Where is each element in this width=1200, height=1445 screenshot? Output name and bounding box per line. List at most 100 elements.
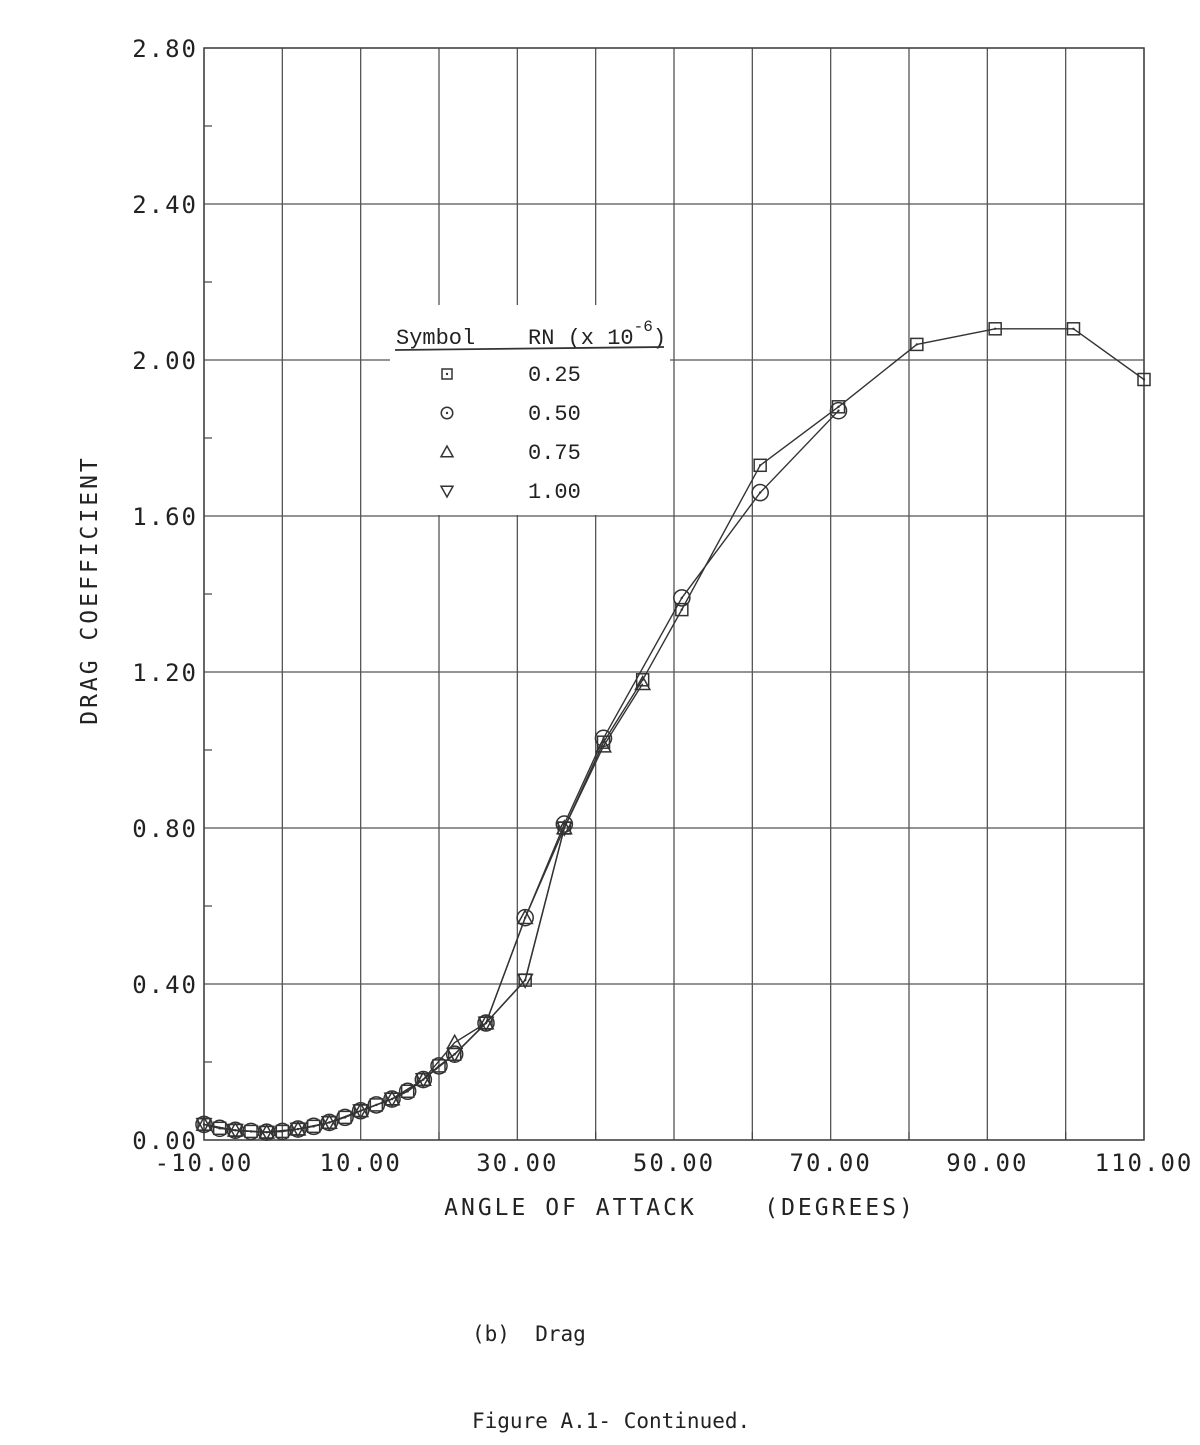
data-point-circle-dot (390, 1097, 394, 1101)
data-point-circle-dot (680, 596, 684, 600)
drag-coefficient-chart: -10.00 10.00 30.00 50.00 70.00 90.00 110.00 0.0… (77, 35, 1191, 1221)
data-point-circle-dot (249, 1130, 253, 1133)
data-point-triangle-down (195, 1117, 213, 1134)
data-point-circle-dot (281, 1130, 284, 1133)
data-point-square-dot (993, 327, 997, 330)
data-point-square-dot (602, 741, 605, 744)
data-point-circle-dot (422, 1078, 425, 1081)
data-point-triangle-down (555, 821, 573, 837)
data-point-square-dot (680, 608, 684, 611)
data-point-square (910, 337, 924, 352)
data-point-triangle-down (320, 1115, 338, 1132)
y-tick-label: 2.00 (132, 347, 198, 375)
legend-header-rn-exponent: -6 (634, 318, 653, 336)
legend-marker-circle (440, 406, 454, 420)
data-point-circle (829, 401, 848, 420)
marker-layer (195, 322, 1151, 1141)
legend-marker-square-dot (445, 372, 449, 376)
data-point-triangle-up (595, 737, 612, 753)
data-point-circle (751, 483, 769, 502)
x-tick-label: 10.00 (320, 1149, 402, 1177)
data-point-square (988, 322, 1002, 336)
x-tick-label: -10.00 (155, 1149, 254, 1177)
legend-header-rn: RN (x 10-6) (528, 318, 666, 351)
legend-header-symbol: Symbol (396, 326, 475, 351)
series-line-triangle-down (203, 827, 565, 1133)
data-point-triangle-up (516, 908, 534, 925)
series-line-circle (203, 410, 840, 1133)
data-point-square-dot (641, 678, 644, 681)
plot-frame (203, 47, 1145, 1141)
data-point-circle-dot (758, 491, 762, 494)
y-tick-label: 0.80 (132, 815, 198, 843)
data-point-circle-dot (343, 1116, 347, 1119)
data-point-circle-dot (296, 1127, 300, 1131)
y-tick-label: 0.40 (132, 971, 198, 999)
legend-label: 0.25 (528, 363, 581, 388)
data-point-circle-dot (312, 1125, 315, 1128)
data-point-square-dot (1072, 327, 1075, 330)
legend-label: 0.75 (528, 441, 581, 466)
data-point-circle-dot (265, 1131, 268, 1134)
y-tick-label: 0.00 (132, 1127, 198, 1155)
x-tick-label: 50.00 (633, 1149, 715, 1177)
x-tick-label: 90.00 (946, 1149, 1028, 1177)
legend-marker-triangle-up (439, 444, 455, 458)
legend-header-rule (394, 346, 665, 351)
data-point-square (675, 602, 689, 617)
legend-marker-circle-dot (445, 411, 449, 415)
data-point-triangle-down (446, 1047, 464, 1063)
y-tick-label: 1.60 (132, 503, 198, 531)
y-tick-label: 2.40 (132, 191, 198, 219)
data-point-circle (430, 1057, 448, 1075)
data-point-square (369, 1098, 384, 1112)
data-point-circle (594, 729, 613, 748)
data-point-triangle-down (258, 1125, 276, 1141)
data-point-circle-dot (453, 1053, 456, 1056)
data-point-square (432, 1059, 446, 1073)
data-point-square (831, 400, 846, 414)
data-point-circle-dot (484, 1021, 488, 1025)
legend-background (390, 305, 670, 515)
data-point-circle (398, 1082, 417, 1101)
data-point-circle-dot (359, 1109, 362, 1112)
legend: Symbol RN (x 10-6) 0.25 0.50 0.75 1.00 (390, 305, 670, 515)
data-point-square (212, 1121, 227, 1136)
data-point-circle-dot (375, 1103, 378, 1107)
legend-marker-square (441, 368, 453, 380)
x-axis-title: ANGLE OF ATTACK (DEGREES) (444, 1195, 916, 1221)
y-tick-label: 1.20 (132, 659, 198, 687)
data-point-square-dot (915, 343, 919, 346)
data-point-circle-dot (563, 822, 566, 826)
data-point-circle-dot (406, 1090, 409, 1093)
data-point-triangle-down (477, 1016, 495, 1032)
series-line-triangle-up (203, 683, 644, 1133)
data-point-triangle-down (516, 973, 534, 989)
data-point-square (244, 1124, 258, 1139)
data-point-square (338, 1110, 352, 1125)
data-point-circle-dot (202, 1123, 206, 1126)
legend-header-rn-close: ) (653, 326, 666, 351)
data-point-square (596, 735, 611, 749)
data-point-square-dot (563, 826, 566, 830)
subfigure-caption: (b) Drag (472, 1322, 586, 1346)
data-point-triangle-down (226, 1123, 244, 1139)
data-point-triangle-down (289, 1122, 307, 1138)
data-point-square (1066, 322, 1081, 336)
data-point-circle (673, 589, 691, 607)
data-point-square (753, 458, 767, 473)
data-point-circle-dot (837, 409, 840, 412)
data-point-circle-dot (523, 916, 527, 919)
data-point-square-dot (758, 464, 762, 467)
data-point-triangle-down (414, 1073, 432, 1089)
y-axis-title: DRAG COEFFICIENT (77, 455, 103, 725)
data-point-square-dot (523, 978, 527, 982)
x-tick-label: 30.00 (476, 1149, 558, 1177)
data-point-triangle-up (634, 674, 652, 691)
y-tick-label: 2.80 (132, 35, 198, 63)
legend-label: 0.50 (528, 402, 581, 427)
data-point-circle-dot (218, 1127, 221, 1130)
x-tick-label: 70.00 (790, 1149, 872, 1177)
data-point-square (1137, 372, 1151, 387)
legend-entries: 0.25 0.50 0.75 1.00 (439, 363, 581, 505)
